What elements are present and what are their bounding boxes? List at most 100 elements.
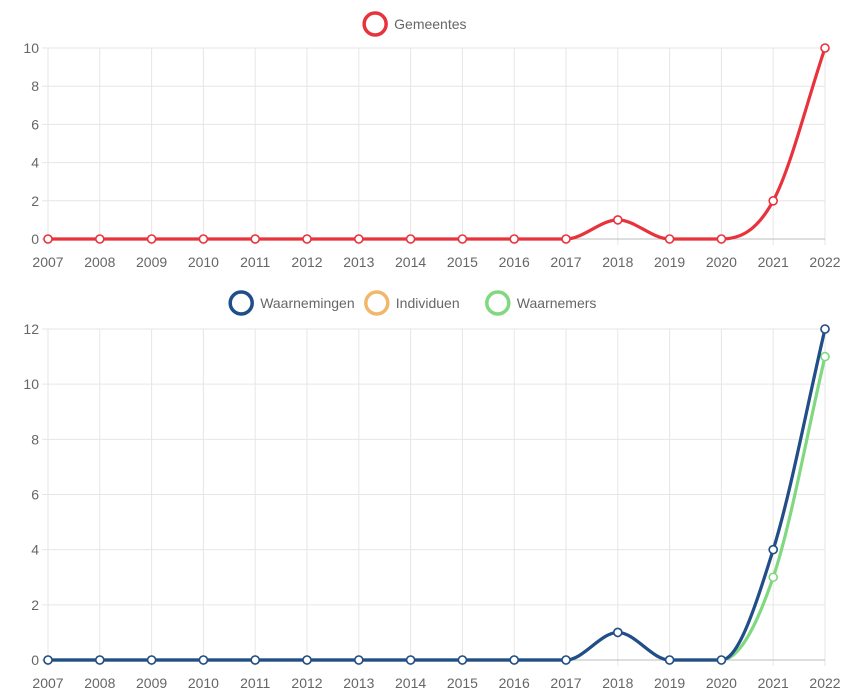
data-point[interactable] [612, 627, 623, 638]
y-tick-label: 4 [31, 155, 39, 171]
data-point[interactable] [353, 234, 364, 244]
y-tick-label: 4 [31, 542, 39, 558]
series-line-gemeentes [48, 47, 827, 241]
x-tick-label: 2016 [499, 254, 530, 270]
data-point[interactable] [353, 655, 364, 665]
grid [42, 47, 826, 245]
series-gemeentes [43, 43, 830, 244]
data-point[interactable] [509, 234, 520, 244]
x-tick-label: 2020 [706, 675, 737, 691]
legend-item-waarnemers[interactable]: Waarnemers [485, 290, 597, 316]
y-tick-label: 10 [23, 376, 39, 392]
y-tick-label: 6 [31, 487, 39, 503]
x-tick-label: 2018 [602, 675, 633, 691]
x-tick-label: 2022 [809, 254, 840, 270]
x-tick-label: 2020 [706, 254, 737, 270]
data-point[interactable] [198, 234, 209, 244]
legend-label: Individuen [396, 295, 460, 311]
data-point[interactable] [146, 655, 157, 665]
series-waarnemers [43, 351, 830, 665]
gemeentes-chart: 0 2 4 6 8 10 2007 2008 2009 2010 2011 2012 2013 2014 2… [23, 11, 841, 270]
legend-label: Waarnemers [517, 295, 597, 311]
x-tick-label: 2016 [499, 675, 530, 691]
x-tick-label: 2010 [188, 675, 219, 691]
data-point[interactable] [612, 215, 623, 225]
series-line-waarnemers [47, 356, 827, 662]
legend-item-waarnemingen[interactable]: Waarnemingen [228, 290, 355, 316]
legend-item-gemeentes[interactable]: Gemeentes [362, 11, 467, 37]
grid [42, 328, 826, 666]
x-tick-label: 2014 [395, 254, 426, 270]
data-point[interactable] [561, 234, 571, 244]
y-tick-label: 12 [23, 321, 39, 337]
series-line-waarnemingen [47, 328, 827, 662]
data-point[interactable] [43, 655, 53, 665]
data-point[interactable] [820, 324, 830, 334]
legend-marker [364, 290, 390, 316]
x-tick-label: 2014 [395, 675, 426, 691]
x-tick-label: 2019 [654, 675, 685, 691]
data-point[interactable] [768, 572, 779, 583]
data-point[interactable] [457, 655, 468, 665]
x-tick-label: 2011 [240, 675, 270, 691]
legend[interactable]: Gemeentes [362, 11, 467, 37]
x-tick-label: 2009 [136, 675, 167, 691]
data-point[interactable] [820, 43, 830, 53]
x-tick-label: 2008 [84, 254, 115, 270]
data-point[interactable] [768, 544, 779, 555]
data-point[interactable] [768, 196, 779, 206]
data-point[interactable] [457, 234, 468, 244]
legend-marker [362, 11, 388, 37]
x-tick-label: 2007 [32, 254, 63, 270]
data-point[interactable] [716, 655, 727, 665]
legend-label: Waarnemingen [260, 295, 354, 311]
legend-item-individuen[interactable]: Individuen [364, 290, 460, 316]
waarnemingen-chart: 0 2 4 6 8 10 12 2007 2008 2009 2010 2011 2012 2013 201… [23, 290, 841, 691]
data-point[interactable] [95, 234, 105, 244]
x-tick-label: 2017 [550, 254, 581, 270]
x-tick-label: 2009 [136, 254, 167, 270]
series-waarnemingen [43, 324, 830, 665]
data-point[interactable] [146, 234, 157, 244]
x-tick-label: 2010 [188, 254, 219, 270]
y-tick-label: 2 [31, 597, 39, 613]
legend-label: Gemeentes [394, 16, 466, 32]
y-tick-label: 2 [31, 193, 39, 209]
y-tick-label: 10 [23, 40, 39, 56]
legend-marker [485, 290, 511, 316]
data-point[interactable] [664, 655, 675, 665]
x-tick-label: 2013 [343, 254, 374, 270]
x-tick-label: 2013 [343, 675, 374, 691]
x-tick-label: 2021 [758, 675, 789, 691]
data-point[interactable] [43, 234, 53, 244]
x-tick-label: 2008 [84, 675, 115, 691]
x-tick-label: 2017 [550, 675, 581, 691]
y-tick-label: 0 [31, 652, 39, 668]
data-point[interactable] [561, 655, 571, 665]
data-point[interactable] [405, 234, 416, 244]
legend-marker [228, 290, 254, 316]
data-point[interactable] [250, 234, 260, 244]
y-tick-label: 8 [31, 78, 39, 94]
data-point[interactable] [302, 655, 312, 665]
data-point[interactable] [302, 234, 312, 244]
x-tick-label: 2019 [654, 254, 685, 270]
data-point[interactable] [198, 655, 209, 665]
data-point[interactable] [664, 234, 675, 244]
x-tick-label: 2012 [291, 675, 322, 691]
legend[interactable]: Waarnemingen Individuen Waarnemers [228, 290, 597, 316]
data-point[interactable] [95, 655, 105, 665]
data-point[interactable] [405, 655, 416, 665]
data-point[interactable] [716, 234, 727, 244]
x-tick-label: 2015 [447, 675, 478, 691]
data-point[interactable] [250, 655, 260, 665]
y-tick-label: 8 [31, 431, 39, 447]
x-tick-label: 2022 [809, 675, 840, 691]
x-tick-label: 2021 [758, 254, 789, 270]
x-tick-label: 2015 [447, 254, 478, 270]
data-point[interactable] [820, 351, 830, 362]
x-tick-label: 2012 [291, 254, 322, 270]
y-tick-label: 6 [31, 116, 39, 132]
data-point[interactable] [509, 655, 520, 665]
